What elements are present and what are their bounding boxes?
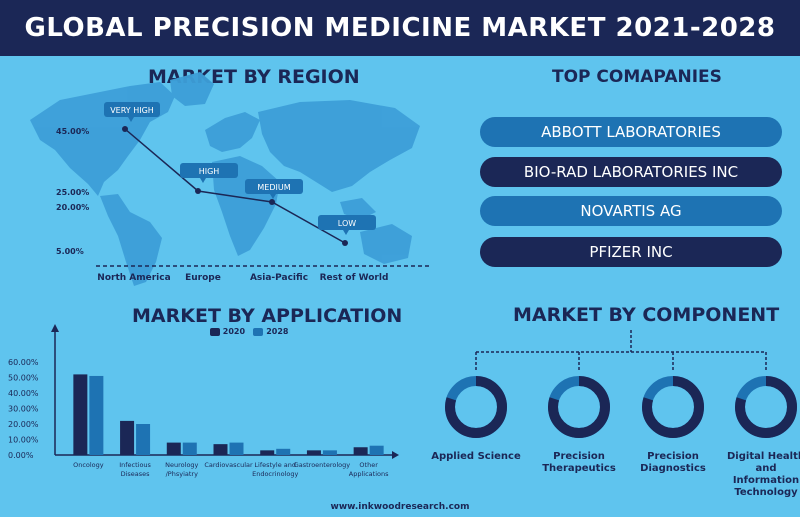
bar-2028-4: [276, 448, 291, 455]
app-category-label: Cardiovascular: [204, 461, 253, 469]
app-category-label: /Phsyiatry: [166, 470, 198, 478]
bar-2028-2: [182, 442, 197, 455]
footer-source: www.inkwoodresearch.com: [330, 502, 470, 512]
region-trend-line: [124, 128, 346, 244]
level-label-medium: MEDIUM: [257, 183, 290, 192]
bar-2020-3: [213, 444, 228, 455]
bar-2028-6: [369, 445, 384, 455]
bar-2020-1: [120, 420, 135, 455]
component-section-title: MARKET BY COMPONENT: [513, 304, 780, 326]
component-label-precision-diagnostics: Precision Diagnostics: [640, 451, 706, 474]
app-ytick-label: 10.00%: [8, 436, 39, 445]
donut-fill-1: [548, 376, 610, 438]
level-label-high: HIGH: [199, 167, 220, 176]
app-category-label: Gastroenterology: [294, 461, 351, 469]
bar-2028-3: [229, 442, 244, 455]
region-ytick-4: 5.00%: [56, 247, 84, 256]
donut-fill-3: [735, 376, 797, 438]
bar-2028-5: [322, 450, 337, 455]
app-ytick-label: 0.00%: [8, 451, 34, 460]
callout-low: LOW: [318, 215, 376, 235]
company-item-bio-rad: BIO-RAD LABORATORIES INC: [480, 157, 782, 187]
company-item-novartis: NOVARTIS AG: [480, 196, 782, 226]
app-category-label: Diseases: [121, 470, 151, 478]
bar-2020-6: [353, 447, 368, 455]
app-category-label: Endocrinology: [252, 470, 298, 478]
app-ytick-label: 50.00%: [8, 374, 39, 383]
bar-2020-4: [260, 450, 275, 455]
application-bar-chart: 0.00% 10.00% 20.00% 30.00% 40.00% 50.00% 60.00…: [8, 324, 399, 478]
region-point-north-america: [122, 126, 128, 132]
component-donuts: [445, 376, 797, 438]
x-axis-arrow: [392, 451, 399, 459]
app-category-label: Lifestyle and: [254, 461, 296, 469]
component-label-digital-health: Digital Health and Information Technolog…: [727, 451, 800, 498]
level-label-low: LOW: [338, 219, 356, 228]
region-label-asia-pacific: Asia-Pacific: [250, 273, 308, 283]
legend-label-2020: 2020: [222, 327, 246, 336]
region-ytick-2: 25.00%: [56, 188, 89, 197]
world-map: [30, 72, 420, 286]
legend-label-2028: 2028: [266, 327, 289, 336]
region-point-rest-of-world: [342, 240, 348, 246]
donut-fill-2: [642, 376, 704, 438]
legend-swatch-2028: [253, 327, 264, 336]
legend-swatch-2020: [210, 327, 220, 336]
bar-2020-5: [306, 450, 321, 455]
callout-high: HIGH: [180, 163, 238, 183]
bar-2020-2: [166, 442, 181, 455]
app-category-label: Neurology: [165, 461, 198, 469]
component-label-precision-therapeutics: Precision Therapeutics: [542, 451, 616, 474]
bar-2020-0: [73, 374, 88, 455]
callout-medium: MEDIUM: [245, 179, 303, 199]
y-axis-arrow: [51, 324, 59, 332]
app-ytick-label: 30.00%: [8, 405, 39, 414]
app-category-label: Oncology: [73, 461, 104, 469]
region-label-north-america: North America: [97, 273, 170, 283]
bar-2028-1: [136, 424, 151, 455]
company-item-pfizer: PFIZER INC: [480, 237, 782, 267]
app-ytick-label: 20.00%: [8, 420, 39, 429]
app-category-label: Other: [359, 461, 378, 469]
region-map-chart: 45.00% 25.00% 20.00% 5.00% VERY HIGH HIG…: [30, 72, 430, 286]
component-connector: [475, 330, 767, 372]
company-item-abbott: ABBOTT LABORATORIES: [480, 117, 782, 147]
region-point-asia-pacific: [269, 199, 275, 205]
level-label-very-high: VERY HIGH: [110, 106, 154, 115]
main-title: GLOBAL PRECISION MEDICINE MARKET 2021-20…: [0, 0, 800, 56]
app-category-label: Applications: [349, 470, 389, 478]
region-ytick-1: 45.00%: [56, 127, 89, 136]
companies-section-title: TOP COMAPANIES: [552, 67, 722, 87]
application-section-title: MARKET BY APPLICATION: [132, 305, 403, 327]
region-point-europe: [195, 188, 201, 194]
application-legend: 2020 2028: [210, 327, 288, 336]
app-ytick-label: 40.00%: [8, 389, 39, 398]
app-ytick-label: 60.00%: [8, 358, 39, 367]
region-ytick-3: 20.00%: [56, 203, 89, 212]
donut-fill-0: [445, 376, 507, 438]
region-label-europe: Europe: [185, 273, 221, 283]
callout-very-high: VERY HIGH: [104, 102, 160, 122]
region-label-rest-of-world: Rest of World: [320, 273, 389, 283]
bar-2028-0: [89, 375, 104, 455]
component-label-applied-science: Applied Science: [431, 451, 521, 462]
app-category-label: Infectious: [119, 461, 151, 469]
